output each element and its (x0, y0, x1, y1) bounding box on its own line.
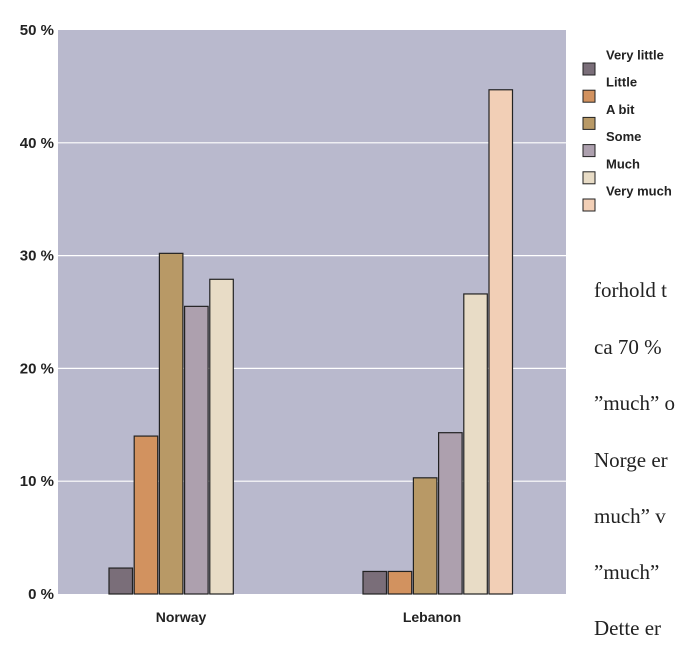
bar-lebanon-very-little (362, 570, 388, 595)
legend-label: Some (606, 129, 641, 144)
legend-swatch (582, 198, 596, 212)
bar-lebanon-some (438, 432, 463, 595)
x-tick-label: Lebanon (403, 609, 461, 625)
legend-label: Very little (606, 48, 664, 63)
y-tick-label: 10 % (20, 473, 54, 490)
bar-lebanon-little (387, 570, 413, 595)
y-tick-label: 20 % (20, 360, 54, 377)
bar-lebanon-much (463, 293, 488, 595)
legend-label: Much (606, 156, 640, 171)
legend-swatch (582, 116, 596, 130)
side-text-line: much” v (594, 504, 666, 528)
legend-label: Little (606, 75, 637, 90)
x-tick-label: Norway (156, 609, 207, 625)
side-text-line: forhold t (594, 278, 667, 302)
bar-lebanon-very-much (488, 89, 514, 595)
y-tick-label: 40 % (20, 135, 54, 152)
side-text-line: ”much” (594, 560, 660, 584)
legend-label: Very much (606, 184, 672, 199)
bar-lebanon-a-bit (412, 477, 438, 595)
legend-swatch (582, 171, 596, 185)
side-text-line: Norge er (594, 448, 668, 472)
y-tick-label: 50 % (20, 22, 54, 39)
y-axis-ticks: 0 % 10 % 20 % 30 % 40 % 50 % (20, 22, 54, 603)
y-tick-label: 0 % (28, 586, 54, 603)
legend-swatch (582, 62, 596, 76)
y-tick-label: 30 % (20, 248, 54, 265)
side-text-line: ”much” o (594, 391, 676, 415)
legend-label: A bit (606, 102, 635, 117)
legend-swatch (582, 89, 596, 103)
side-text-line: ca 70 % (594, 335, 662, 359)
x-axis-ticks: Norway Lebanon (156, 609, 461, 625)
legend-swatch (582, 144, 596, 158)
side-text-line: Dette er (594, 616, 662, 640)
bar-norway-little (133, 435, 159, 595)
bar-norway-some (184, 305, 209, 595)
bar-norway-a-bit (158, 252, 184, 595)
bars (108, 89, 514, 595)
legend: Very little Little A bit Some Much Very much (582, 48, 672, 212)
bar-norway-much (209, 278, 234, 595)
bar-norway-very-little (108, 567, 134, 595)
